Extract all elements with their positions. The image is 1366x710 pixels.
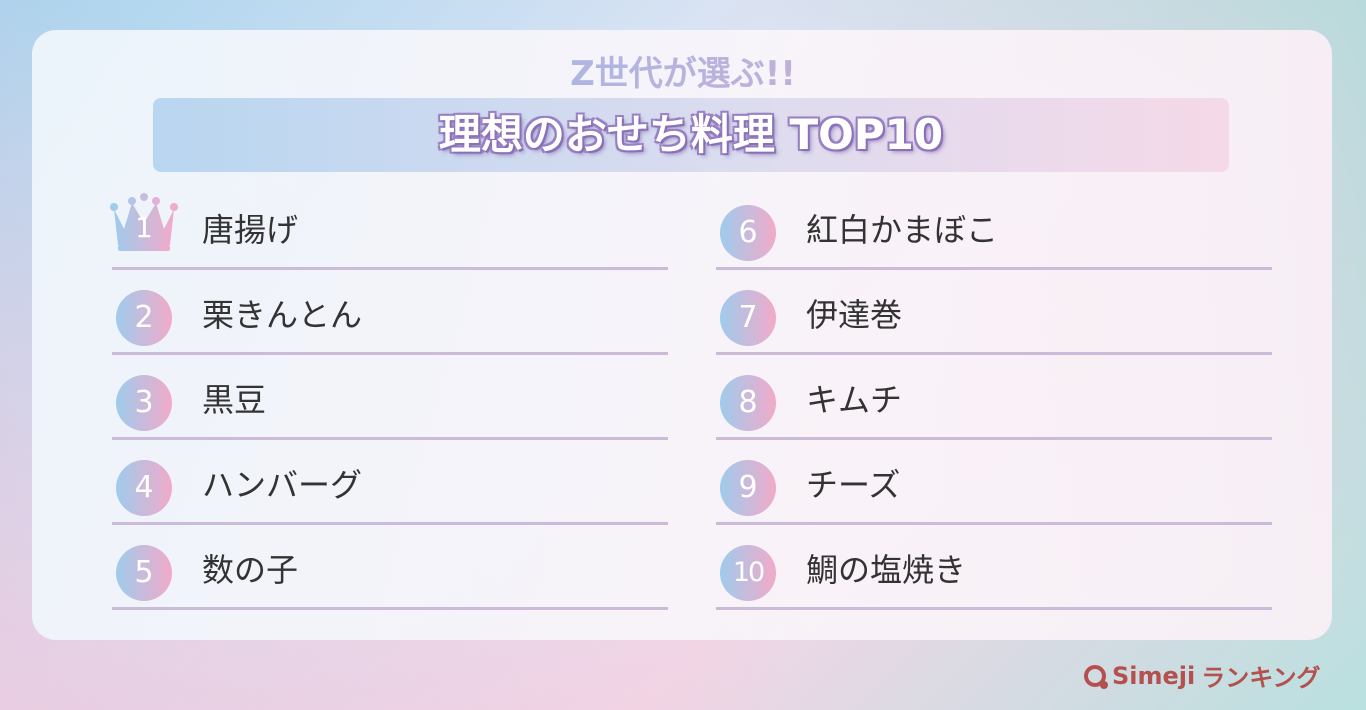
ranking-row: 1 唐揚げ: [110, 185, 668, 270]
item-label: チーズ: [806, 466, 901, 504]
simeji-logo: Simeji ランキング: [1084, 658, 1321, 693]
item-label: 鯛の塩焼き: [806, 551, 967, 589]
item-label: 黒豆: [202, 381, 267, 419]
crown-icon: 1: [108, 193, 180, 253]
item-label: 栗きんとん: [202, 296, 363, 334]
item-label: 伊達巻: [806, 296, 903, 334]
rank-badge: 5: [116, 545, 172, 601]
title-banner: [153, 98, 1229, 172]
rank-badge: 2: [116, 290, 172, 346]
item-label: ハンバーグ: [202, 466, 363, 504]
rank-badge: 8: [720, 375, 776, 431]
ranking-row: 5 数の子: [112, 525, 668, 610]
item-label: 紅白かまぼこ: [806, 211, 999, 249]
ranking-row: 4 ハンバーグ: [112, 440, 668, 525]
ranking-row: 2 栗きんとん: [112, 270, 668, 355]
rank-badge: 10: [720, 545, 776, 601]
rank-badge: 7: [720, 290, 776, 346]
subtitle: Z世代が選ぶ!!: [0, 46, 1366, 95]
ranking-row: 6 紅白かまぼこ: [716, 185, 1272, 270]
ranking-row: 10 鯛の塩焼き: [716, 525, 1272, 610]
rank-badge: 3: [116, 375, 172, 431]
item-label: 唐揚げ: [202, 211, 299, 249]
brand-name: Simeji: [1112, 661, 1196, 690]
item-label: キムチ: [806, 381, 903, 419]
ranking-row: 7 伊達巻: [716, 270, 1272, 355]
rank-number: 1: [135, 211, 153, 244]
page-title: 理想のおせち料理 TOP10: [438, 110, 944, 159]
rank-badge: 4: [116, 460, 172, 516]
ranking-row: 3 黒豆: [112, 355, 668, 440]
simeji-q-icon: [1084, 664, 1108, 689]
brand-suffix: ランキング: [1201, 664, 1321, 692]
ranking-row: 9 チーズ: [716, 440, 1272, 525]
rank-badge: 6: [720, 205, 776, 261]
item-label: 数の子: [202, 551, 299, 589]
ranking-row: 8 キムチ: [716, 355, 1272, 440]
rank-badge: 9: [720, 460, 776, 516]
